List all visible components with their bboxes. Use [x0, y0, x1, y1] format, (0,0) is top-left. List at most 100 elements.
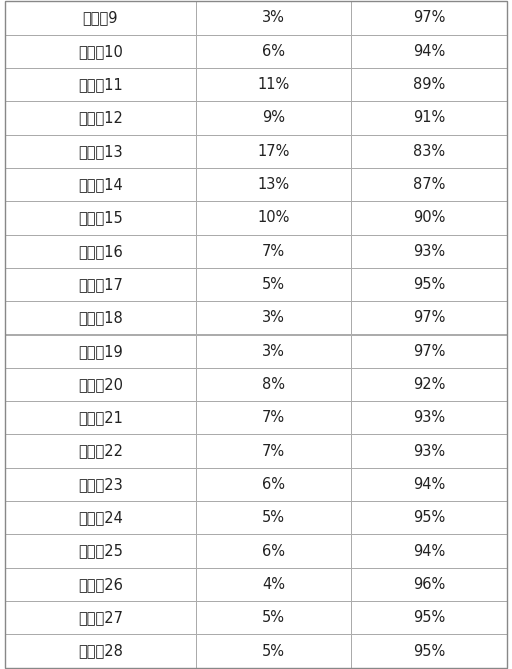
Text: 实施余19: 实施余19 — [78, 344, 123, 359]
Text: 91%: 91% — [413, 110, 445, 126]
Text: 7%: 7% — [262, 444, 285, 459]
Text: 89%: 89% — [413, 77, 445, 92]
Bar — [196, 168, 351, 201]
Text: 实施余27: 实施余27 — [78, 610, 123, 626]
Text: 3%: 3% — [262, 11, 285, 25]
Bar — [196, 301, 351, 334]
Bar — [196, 368, 351, 401]
Bar — [196, 68, 351, 101]
Bar — [351, 568, 507, 601]
Text: 97%: 97% — [413, 11, 445, 25]
Text: 93%: 93% — [413, 244, 445, 259]
Text: 93%: 93% — [413, 444, 445, 459]
Bar — [351, 101, 507, 134]
Bar — [5, 134, 196, 168]
Text: 94%: 94% — [413, 543, 445, 559]
Bar — [351, 301, 507, 334]
Text: 实施余11: 实施余11 — [78, 77, 123, 92]
Text: 实施余28: 实施余28 — [78, 644, 123, 658]
Bar — [351, 334, 507, 368]
Bar — [196, 468, 351, 501]
Text: 95%: 95% — [413, 644, 445, 658]
Text: 97%: 97% — [413, 344, 445, 359]
Bar — [351, 535, 507, 568]
Bar — [5, 368, 196, 401]
Text: 实施余26: 实施余26 — [78, 577, 123, 592]
Text: 94%: 94% — [413, 477, 445, 492]
Bar — [5, 535, 196, 568]
Bar — [351, 634, 507, 668]
Bar — [5, 101, 196, 134]
Bar — [351, 1, 507, 35]
Bar — [5, 434, 196, 468]
Text: 7%: 7% — [262, 410, 285, 425]
Bar — [196, 501, 351, 535]
Bar — [351, 501, 507, 535]
Bar — [351, 434, 507, 468]
Text: 7%: 7% — [262, 244, 285, 259]
Text: 8%: 8% — [262, 377, 285, 392]
Bar — [196, 334, 351, 368]
Text: 实施余9: 实施余9 — [83, 11, 118, 25]
Bar — [196, 434, 351, 468]
Text: 6%: 6% — [262, 477, 285, 492]
Text: 实施余25: 实施余25 — [78, 543, 123, 559]
Bar — [351, 168, 507, 201]
Text: 13%: 13% — [258, 177, 290, 192]
Text: 6%: 6% — [262, 543, 285, 559]
Text: 4%: 4% — [262, 577, 285, 592]
Text: 5%: 5% — [262, 277, 285, 292]
Text: 5%: 5% — [262, 510, 285, 525]
Text: 实施余10: 实施余10 — [78, 43, 123, 59]
Text: 95%: 95% — [413, 510, 445, 525]
Bar — [5, 168, 196, 201]
Bar — [5, 568, 196, 601]
Bar — [196, 568, 351, 601]
Bar — [5, 1, 196, 35]
Bar — [196, 101, 351, 134]
Text: 实施余23: 实施余23 — [78, 477, 123, 492]
Bar — [196, 35, 351, 68]
Text: 96%: 96% — [413, 577, 445, 592]
Bar — [351, 368, 507, 401]
Text: 实施余22: 实施余22 — [78, 444, 123, 459]
Bar — [5, 235, 196, 268]
Bar — [5, 334, 196, 368]
Bar — [196, 601, 351, 634]
Bar — [196, 401, 351, 434]
Bar — [196, 634, 351, 668]
Bar — [196, 134, 351, 168]
Text: 87%: 87% — [413, 177, 445, 192]
Text: 实施余16: 实施余16 — [78, 244, 123, 259]
Bar — [5, 301, 196, 334]
Text: 94%: 94% — [413, 43, 445, 59]
Text: 实施余15: 实施余15 — [78, 210, 123, 225]
Text: 实施余18: 实施余18 — [78, 310, 123, 325]
Text: 83%: 83% — [413, 144, 445, 159]
Text: 实施余24: 实施余24 — [78, 510, 123, 525]
Text: 92%: 92% — [413, 377, 445, 392]
Text: 实施余21: 实施余21 — [78, 410, 123, 425]
Text: 3%: 3% — [262, 344, 285, 359]
Bar — [351, 235, 507, 268]
Text: 95%: 95% — [413, 277, 445, 292]
Text: 17%: 17% — [258, 144, 290, 159]
Bar — [351, 401, 507, 434]
Bar — [5, 201, 196, 235]
Text: 95%: 95% — [413, 610, 445, 626]
Bar — [196, 235, 351, 268]
Text: 11%: 11% — [258, 77, 290, 92]
Text: 实施余13: 实施余13 — [78, 144, 123, 159]
Text: 5%: 5% — [262, 610, 285, 626]
Bar — [196, 535, 351, 568]
Text: 实施余17: 实施余17 — [78, 277, 123, 292]
Bar — [5, 501, 196, 535]
Text: 3%: 3% — [262, 310, 285, 325]
Text: 实施余12: 实施余12 — [78, 110, 123, 126]
Bar — [196, 201, 351, 235]
Text: 6%: 6% — [262, 43, 285, 59]
Bar — [196, 1, 351, 35]
Text: 实施余14: 实施余14 — [78, 177, 123, 192]
Bar — [5, 634, 196, 668]
Bar — [351, 68, 507, 101]
